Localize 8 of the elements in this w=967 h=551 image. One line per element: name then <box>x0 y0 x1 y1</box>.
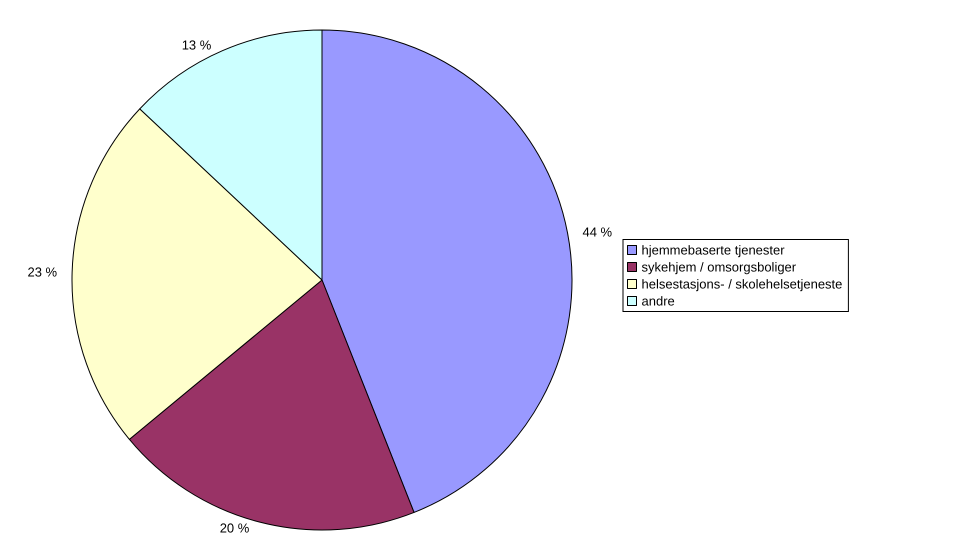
data-label: 13 % <box>182 38 212 53</box>
data-label: 44 % <box>582 224 613 240</box>
legend-label: hjemmebaserte tjenester <box>642 242 786 258</box>
legend-label: helsestasjons- / skolehelsetjeneste <box>642 276 842 292</box>
data-label: 20 % <box>220 520 250 536</box>
legend-label: sykehjem / omsorgsboliger <box>642 260 797 274</box>
data-label: 23 % <box>27 264 58 280</box>
legend-label: andre <box>642 294 675 308</box>
